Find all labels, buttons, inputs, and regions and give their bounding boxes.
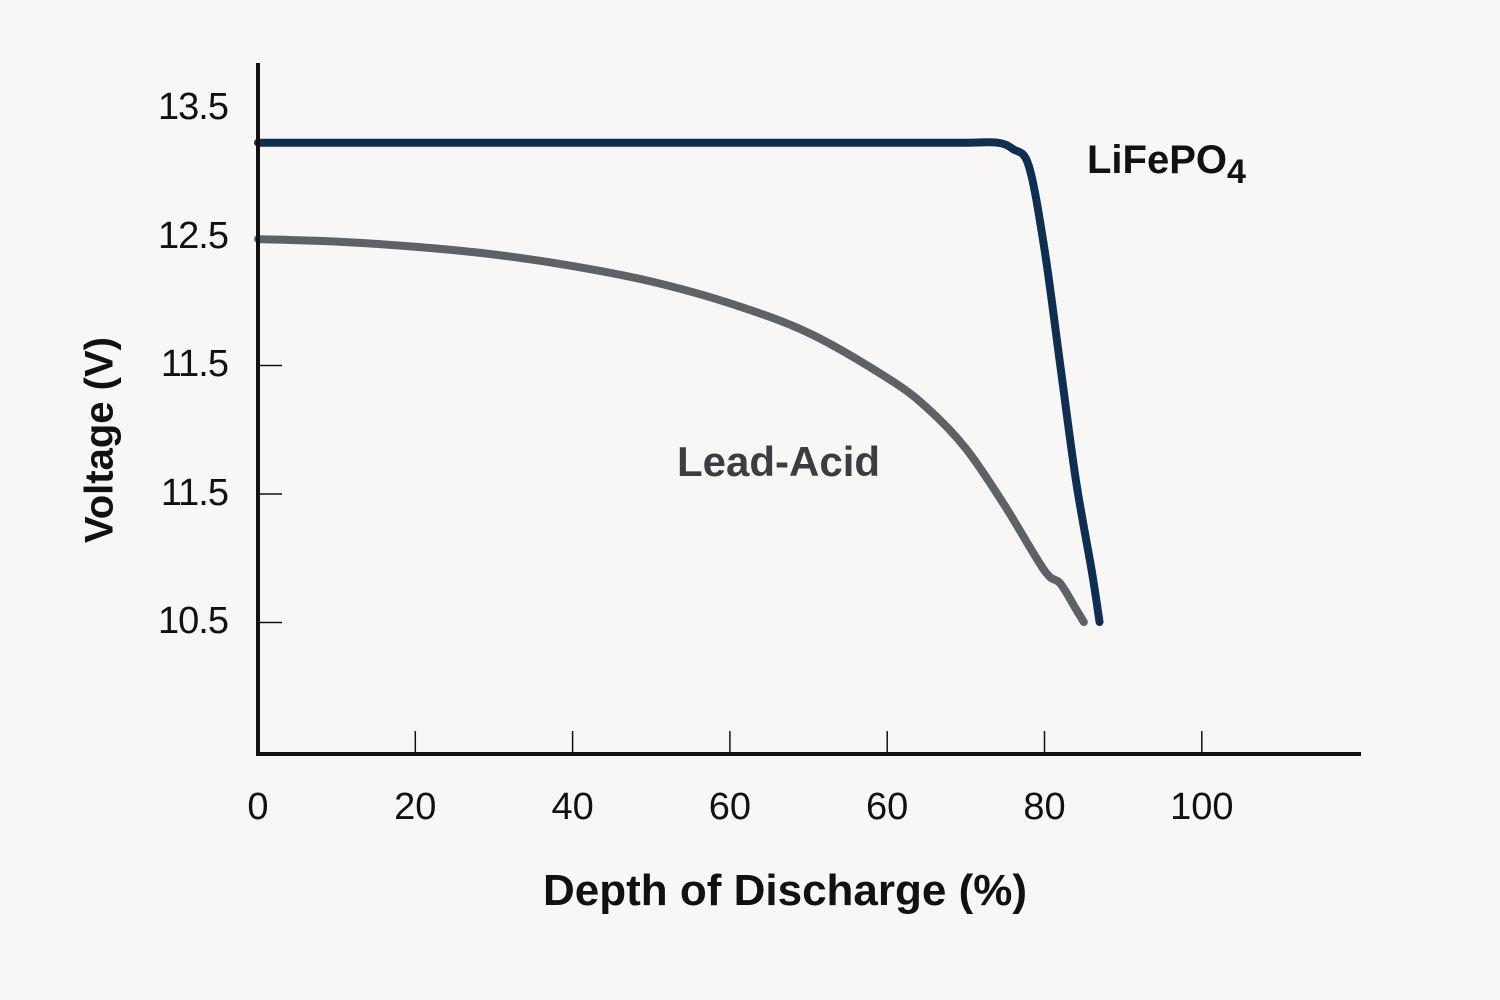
y-tick-label: 10.5 (158, 600, 229, 642)
x-tick-label: 40 (551, 786, 594, 828)
y-tick-label: 12.5 (158, 214, 229, 257)
x-tick-label: 80 (1023, 786, 1066, 828)
lifepo4-label-subscript: 4 (1227, 153, 1246, 191)
x-tick-label: 20 (394, 786, 437, 828)
x-tick-label: 0 (247, 786, 269, 828)
lifepo4-curve (254, 138, 1104, 626)
y-axis-label: Voltage (V) (77, 337, 122, 543)
lead-acid-curve (254, 235, 1088, 626)
lifepo4-label-base: LiFePO (1087, 138, 1228, 182)
x-tick-label: 100 (1170, 786, 1234, 828)
x-tick-label: 60 (708, 786, 752, 828)
lead-acid-series-label: Lead-Acid (677, 438, 881, 485)
x-tick-label: 60 (866, 786, 909, 828)
y-tick-label: 11.5 (160, 343, 229, 385)
y-tick-label: 13.5 (158, 86, 229, 128)
y-tick-label: 11.5 (160, 471, 229, 514)
lifepo4-series-label: LiFePO4 (1087, 138, 1246, 192)
tick-marks (258, 364, 1203, 754)
x-axis-label: Depth of Discharge (%) (542, 866, 1028, 915)
